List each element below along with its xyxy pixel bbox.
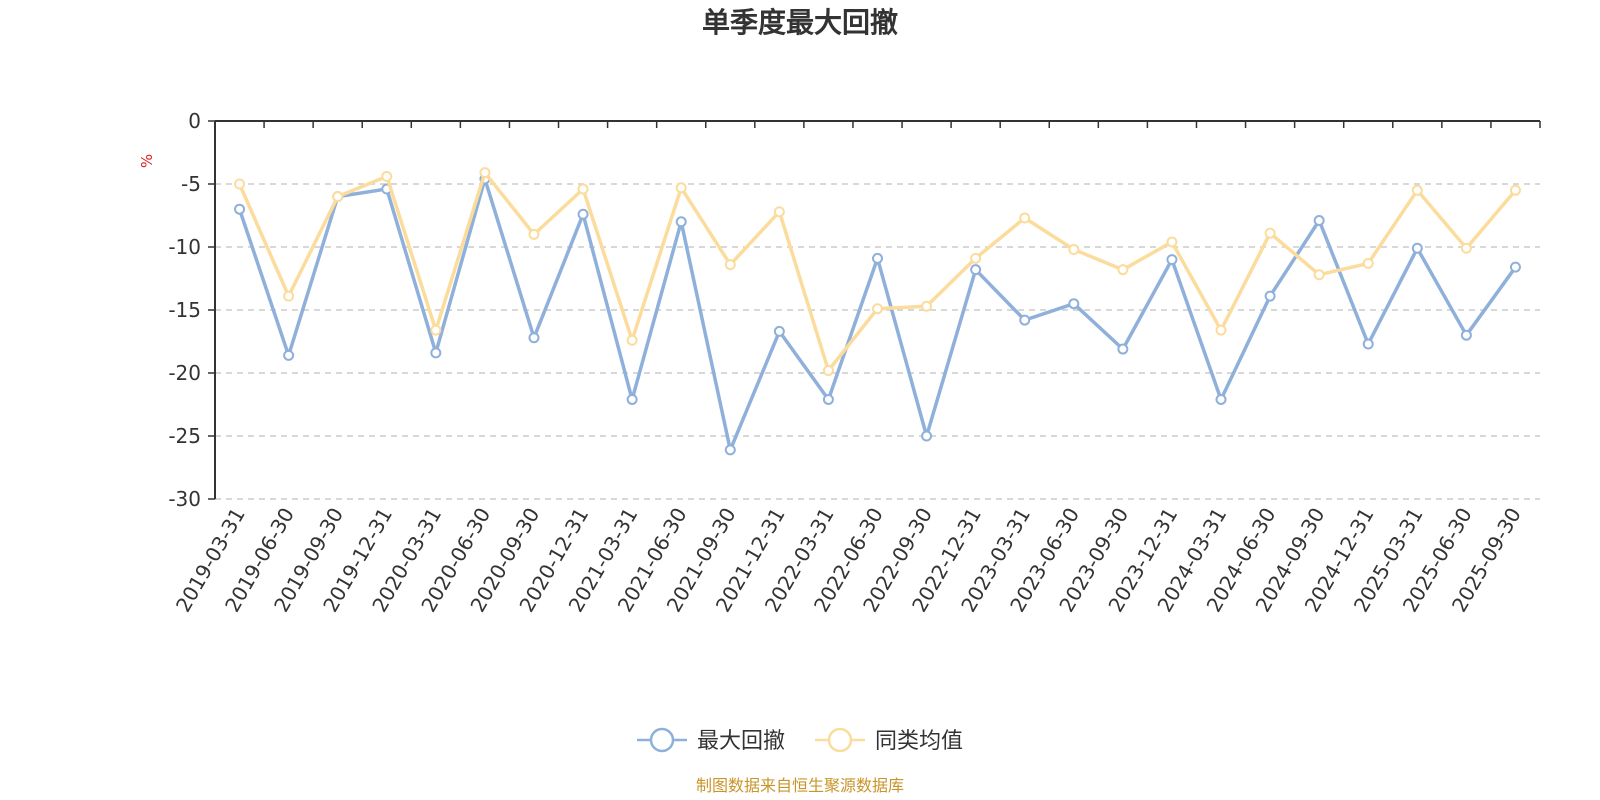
legend-item-0[interactable]: 最大回撤 — [637, 727, 785, 754]
y-tick-label-6: -30 — [168, 487, 201, 511]
data-point-0-7[interactable] — [577, 208, 589, 220]
x-tick-labels: 2019-03-312019-06-302019-09-302019-12-31… — [171, 504, 1526, 617]
data-point-1-2[interactable] — [332, 191, 344, 203]
data-point-1-16[interactable] — [1019, 212, 1031, 224]
data-point-0-4[interactable] — [430, 347, 442, 359]
series-0 — [234, 173, 1521, 456]
data-point-1-19[interactable] — [1166, 236, 1178, 248]
data-point-0-22[interactable] — [1313, 215, 1325, 227]
data-point-0-25[interactable] — [1460, 329, 1472, 341]
data-point-0-11[interactable] — [773, 325, 785, 337]
y-tick-labels: 0 -5 -10 -15 -20 -25 -30 — [168, 109, 201, 511]
data-point-0-10[interactable] — [724, 444, 736, 456]
data-point-0-26[interactable] — [1509, 261, 1521, 273]
legend-label-0: 最大回撤 — [697, 729, 785, 754]
data-point-1-1[interactable] — [283, 290, 295, 302]
legend-label-1: 同类均值 — [875, 729, 963, 754]
data-point-0-24[interactable] — [1411, 242, 1423, 254]
data-point-1-0[interactable] — [234, 178, 246, 190]
data-point-0-23[interactable] — [1362, 338, 1374, 350]
data-point-1-26[interactable] — [1509, 184, 1521, 196]
data-point-1-8[interactable] — [626, 334, 638, 346]
grid-lines — [215, 183, 1540, 500]
data-point-1-15[interactable] — [970, 252, 982, 264]
data-point-1-6[interactable] — [528, 228, 540, 240]
axes — [208, 120, 1541, 500]
data-point-0-19[interactable] — [1166, 254, 1178, 266]
y-tick-label-3: -15 — [168, 298, 201, 322]
data-point-0-21[interactable] — [1264, 290, 1276, 302]
data-point-1-11[interactable] — [773, 206, 785, 218]
data-point-0-9[interactable] — [675, 216, 687, 228]
data-point-0-12[interactable] — [822, 393, 834, 405]
data-point-0-16[interactable] — [1019, 314, 1031, 326]
legend-marker-0 — [649, 727, 675, 753]
data-point-1-14[interactable] — [921, 300, 933, 312]
data-point-1-20[interactable] — [1215, 324, 1227, 336]
data-point-1-25[interactable] — [1460, 242, 1472, 254]
data-point-1-22[interactable] — [1313, 269, 1325, 281]
series-1 — [234, 167, 1521, 376]
y-tick-label-1: -5 — [181, 172, 201, 196]
data-point-0-18[interactable] — [1117, 343, 1129, 355]
data-point-0-13[interactable] — [872, 252, 883, 264]
data-point-1-18[interactable] — [1117, 264, 1129, 276]
chart-title: 单季度最大回撤 — [702, 6, 898, 39]
data-point-0-0[interactable] — [234, 203, 246, 215]
data-point-1-3[interactable] — [381, 170, 393, 182]
data-point-1-23[interactable] — [1362, 257, 1374, 269]
data-point-1-24[interactable] — [1411, 184, 1423, 196]
data-point-0-20[interactable] — [1215, 393, 1227, 405]
data-point-1-9[interactable] — [675, 182, 687, 194]
y-tick-label-2: -10 — [168, 235, 201, 259]
y-axis-unit: % — [138, 154, 156, 168]
y-tick-label-5: -25 — [168, 424, 201, 448]
data-point-1-17[interactable] — [1068, 244, 1080, 256]
series-lines — [234, 167, 1521, 456]
data-point-1-7[interactable] — [577, 183, 589, 195]
y-tick-label-4: -20 — [168, 361, 201, 385]
data-point-0-6[interactable] — [528, 332, 540, 344]
data-point-0-1[interactable] — [283, 349, 295, 361]
data-point-0-8[interactable] — [626, 393, 638, 405]
data-point-1-13[interactable] — [872, 303, 883, 315]
data-point-1-12[interactable] — [822, 364, 834, 376]
data-point-1-21[interactable] — [1264, 227, 1276, 239]
data-point-0-14[interactable] — [921, 430, 933, 442]
legend-item-1[interactable]: 同类均值 — [815, 727, 963, 754]
source-note: 制图数据来自恒生聚源数据库 — [696, 776, 904, 795]
y-tick-label-0: 0 — [188, 109, 201, 133]
data-point-0-17[interactable] — [1068, 298, 1080, 310]
data-point-1-10[interactable] — [724, 259, 736, 271]
legend-marker-1 — [827, 727, 853, 753]
legend[interactable]: 最大回撤 同类均值 — [637, 727, 963, 754]
data-point-1-5[interactable] — [479, 167, 491, 179]
data-point-1-4[interactable] — [430, 324, 442, 336]
data-point-0-15[interactable] — [970, 264, 982, 276]
